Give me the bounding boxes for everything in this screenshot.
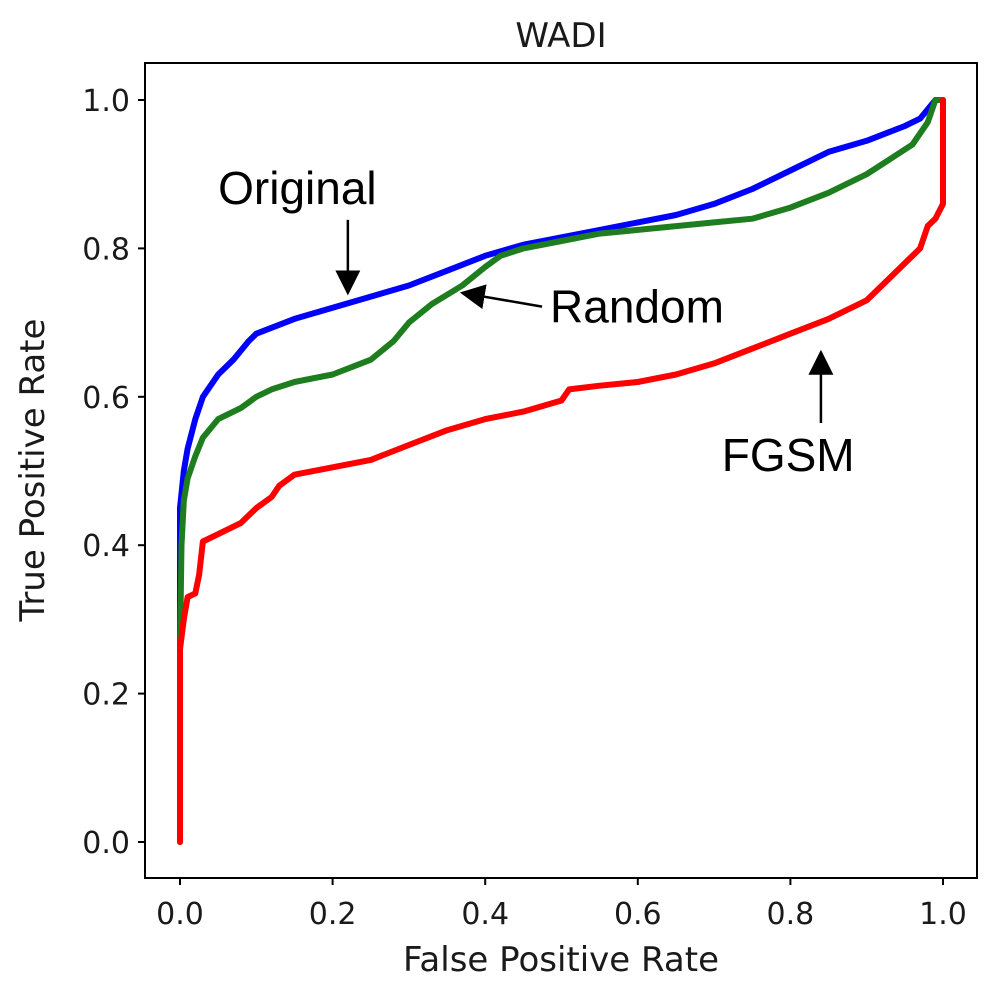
x-axis: 0.0 0.2 0.4 0.6 0.8 1.0 bbox=[156, 878, 967, 932]
y-tick-label: 0.6 bbox=[82, 381, 130, 416]
x-tick-label: 1.0 bbox=[919, 897, 967, 932]
y-tick-label: 0.4 bbox=[82, 529, 130, 564]
plot-area bbox=[144, 62, 978, 879]
chart-title: WADI bbox=[515, 16, 606, 56]
x-tick-label: 0.8 bbox=[767, 897, 815, 932]
annotation-label-original: Original bbox=[218, 162, 377, 214]
y-tick-label: 0.2 bbox=[82, 678, 130, 713]
annotation-arrow bbox=[459, 284, 543, 310]
series-line-original bbox=[177, 97, 946, 845]
x-tick-label: 0.4 bbox=[461, 897, 509, 932]
y-tick-label: 0.8 bbox=[82, 232, 130, 267]
annotation-label-fgsm: FGSM bbox=[722, 429, 855, 481]
x-tick-label: 0.6 bbox=[614, 897, 662, 932]
annotation-label-random: Random bbox=[550, 281, 724, 333]
series-line-fgsm bbox=[177, 97, 946, 845]
y-axis-label: True Positive Rate bbox=[13, 319, 53, 623]
x-tick-label: 0.0 bbox=[156, 897, 204, 932]
y-axis: 0.0 0.2 0.4 0.6 0.8 1.0 bbox=[82, 84, 145, 861]
x-axis-label: False Positive Rate bbox=[403, 940, 719, 980]
x-tick-label: 0.2 bbox=[309, 897, 357, 932]
annotation-layer: Original Random FGSM bbox=[218, 162, 854, 481]
y-tick-label: 1.0 bbox=[82, 84, 130, 119]
y-tick-label: 0.0 bbox=[82, 826, 130, 861]
